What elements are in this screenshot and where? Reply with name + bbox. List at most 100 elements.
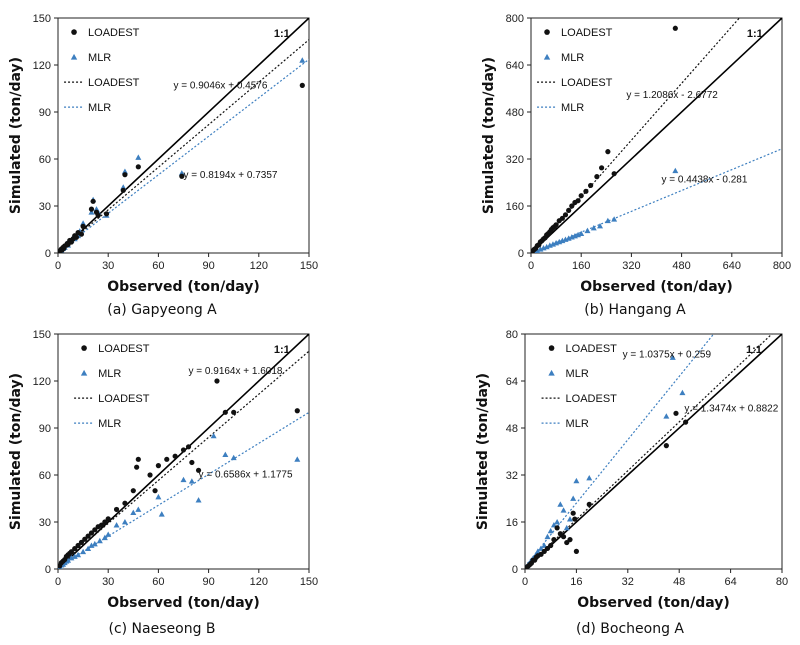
legend-mlr-marker [543, 53, 551, 60]
chart-panel-2: 00 160 160 320 320 480 480 640 640 800 800 Observed… [481, 13, 791, 318]
mlr-point [88, 542, 95, 548]
mlr-fit-line [58, 58, 309, 253]
loadest-point [222, 409, 228, 415]
mlr-point [294, 456, 301, 462]
chart-panel-3: 00 30 30 60 60 90 90 120 120 150 150 Observed (ton/… [8, 329, 318, 637]
legend-mlr-label: MLR [561, 52, 584, 64]
loadest-point [575, 198, 581, 204]
y-tick-label: 0 [45, 564, 51, 576]
plot-frame [530, 17, 783, 254]
mlr-point [672, 167, 679, 174]
loadest-point [72, 546, 78, 552]
one-to-one-line [531, 18, 782, 253]
panel-caption: (a) Gapyeong A [107, 302, 217, 318]
legend-loadest-marker [81, 345, 87, 351]
loadest-equation: y = 1.0375x + 0.259 [623, 350, 712, 361]
x-tick-label: 80 [776, 576, 788, 588]
mlr-point [611, 216, 618, 222]
loadest-point [553, 222, 559, 228]
mlr-point [80, 548, 87, 555]
y-tick-label: 150 [33, 329, 51, 341]
x-tick-label: 320 [622, 260, 640, 272]
loadest-point [75, 542, 81, 549]
x-tick-label: 150 [300, 576, 318, 588]
legend-loadest-fit-label: LOADEST [566, 393, 618, 405]
legend-loadest-label: LOADEST [561, 27, 613, 39]
y-axis-label: Simulated (ton/day) [481, 57, 497, 214]
mlr-point [65, 557, 72, 563]
one-to-one-label: 1:1 [746, 344, 762, 356]
loadest-fit-line [531, 18, 741, 253]
loadest-point [78, 231, 85, 237]
mlr-point [557, 501, 564, 507]
x-tick-label: 0 [55, 260, 61, 272]
loadest-point [102, 519, 108, 525]
y-tick-label: 30 [39, 201, 51, 213]
plot-area [58, 18, 309, 253]
y-tick-label: 80 [506, 329, 518, 341]
loadest-point [179, 173, 185, 179]
y-tick-label: 320 [506, 154, 524, 166]
plot-area [58, 334, 309, 569]
mlr-equation: y = 0.8194x + 0.7357 [184, 170, 278, 181]
mlr-equation: y = 0.6586x + 1.1775 [199, 469, 293, 480]
mlr-point [584, 227, 591, 234]
mlr-point [113, 522, 120, 528]
loadest-point [594, 174, 600, 180]
y-tick-label: 160 [506, 201, 524, 213]
y-tick-label: 0 [512, 564, 518, 576]
loadest-point [578, 193, 584, 199]
mlr-point [597, 222, 604, 229]
x-tick-label: 64 [724, 576, 736, 588]
loadest-point [673, 410, 679, 416]
mlr-fit-line [531, 148, 782, 253]
x-tick-label: 60 [152, 576, 164, 588]
x-tick-label: 120 [250, 260, 268, 272]
loadest-point [663, 443, 669, 449]
plot-frame [57, 17, 310, 254]
legend-mlr-fit-label: MLR [98, 418, 121, 430]
mlr-point [68, 555, 75, 561]
loadest-point [122, 500, 128, 506]
y-tick-label: 120 [33, 376, 51, 388]
loadest-point [583, 188, 589, 194]
mlr-point [543, 243, 550, 250]
loadest-equation: y = 0.9046x + 0.4576 [173, 81, 267, 92]
loadest-point [566, 207, 572, 214]
x-tick-label: 0 [528, 260, 534, 272]
mlr-point [586, 474, 593, 481]
y-tick-label: 60 [39, 470, 51, 482]
loadest-point [90, 198, 96, 204]
mlr-point [71, 553, 78, 559]
x-tick-label: 120 [250, 576, 268, 588]
mlr-point [85, 545, 92, 552]
loadest-point [80, 223, 86, 229]
y-tick-label: 90 [39, 423, 51, 435]
loadest-point [559, 215, 565, 221]
legend-loadest-label: LOADEST [88, 27, 140, 39]
loadest-point [172, 453, 178, 459]
mlr-point [96, 537, 103, 544]
loadest-point [586, 501, 592, 507]
loadest-point [122, 172, 128, 178]
legend-mlr-marker [548, 369, 555, 376]
loadest-point [195, 467, 202, 473]
loadest-point [572, 516, 578, 522]
legend-mlr-marker [80, 369, 88, 376]
mlr-point [180, 476, 187, 483]
loadest-point [554, 525, 560, 531]
y-tick-label: 48 [506, 423, 518, 435]
plot-area [525, 334, 782, 569]
loadest-point [105, 516, 111, 522]
legend-loadest-marker [548, 345, 555, 351]
plot-frame [524, 333, 783, 570]
mlr-point [195, 497, 202, 503]
mlr-point [544, 533, 551, 540]
loadest-point [88, 530, 95, 536]
mlr-point [135, 506, 142, 512]
loadest-point [130, 488, 136, 494]
x-tick-label: 640 [723, 260, 741, 272]
loadest-point [189, 459, 195, 466]
loadest-point [113, 506, 120, 513]
mlr-point [75, 551, 82, 558]
